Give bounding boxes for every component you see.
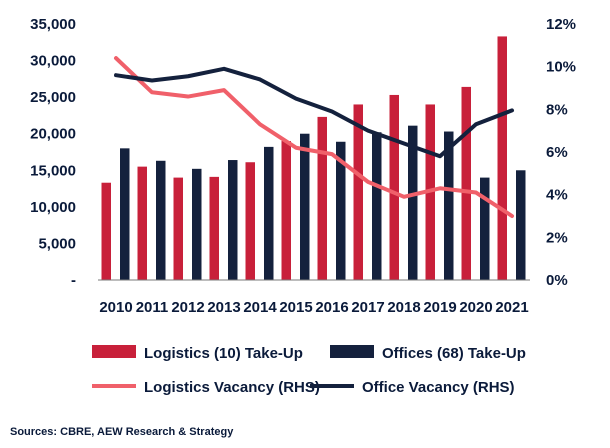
x-tick-label: 2010 bbox=[99, 299, 132, 316]
legend-swatch bbox=[330, 345, 374, 358]
right-tick-label: 4% bbox=[546, 187, 568, 204]
bar-offices bbox=[372, 132, 382, 280]
x-tick-label: 2015 bbox=[279, 299, 312, 316]
right-tick-label: 6% bbox=[546, 144, 568, 161]
x-tick-label: 2019 bbox=[423, 299, 456, 316]
bar-offices bbox=[408, 125, 418, 280]
left-tick-label: 30,000 bbox=[30, 53, 76, 70]
bar-logistics bbox=[497, 36, 507, 281]
right-axis-ticks: 0% 2% 4% 6% 8% 10% 12% bbox=[546, 16, 576, 289]
left-axis-ticks: - 5,000 10,000 15,000 20,000 25,000 30,000 35,0… bbox=[30, 16, 76, 289]
x-tick-label: 2012 bbox=[171, 299, 204, 316]
logistics-vacancy-line bbox=[114, 56, 514, 218]
bar-logistics bbox=[209, 176, 219, 280]
bar-offices bbox=[228, 160, 238, 280]
bars bbox=[101, 36, 526, 281]
x-tick-label: 2018 bbox=[387, 299, 420, 316]
left-tick-label: 35,000 bbox=[30, 16, 76, 33]
bar-logistics bbox=[245, 162, 255, 280]
bar-offices bbox=[516, 170, 526, 280]
left-tick-label: 25,000 bbox=[30, 89, 76, 106]
bar-logistics bbox=[281, 141, 291, 280]
bar-offices bbox=[444, 131, 454, 280]
bar-offices bbox=[300, 133, 310, 280]
legend-label: Logistics Vacancy (RHS) bbox=[144, 379, 320, 396]
office-vacancy-line bbox=[114, 66, 514, 159]
right-tick-label: 8% bbox=[546, 101, 568, 118]
source-note: Sources: CBRE, AEW Research & Strategy bbox=[10, 426, 234, 438]
bar-logistics bbox=[101, 182, 111, 280]
right-tick-label: 12% bbox=[546, 16, 576, 33]
legend-label: Offices (68) Take-Up bbox=[382, 345, 526, 362]
bar-offices bbox=[480, 177, 490, 280]
x-tick-label: 2011 bbox=[136, 299, 169, 316]
x-tick-label: 2016 bbox=[315, 299, 348, 316]
legend-label: Logistics (10) Take-Up bbox=[144, 345, 303, 362]
legend-swatch bbox=[92, 345, 136, 358]
x-tick-label: 2014 bbox=[243, 299, 277, 316]
bar-logistics bbox=[389, 94, 399, 280]
left-tick-label: 5,000 bbox=[38, 235, 76, 252]
left-tick-label: 15,000 bbox=[30, 162, 76, 179]
legend: Logistics (10) Take-Up Offices (68) Take-… bbox=[92, 345, 526, 396]
x-tick-label: 2013 bbox=[207, 299, 240, 316]
bar-offices bbox=[192, 168, 202, 280]
x-tick-label: 2021 bbox=[495, 299, 528, 316]
bar-logistics bbox=[353, 104, 363, 280]
bar-logistics bbox=[173, 177, 183, 280]
vacancy-lines bbox=[114, 56, 514, 218]
x-tick-label: 2017 bbox=[351, 299, 384, 316]
right-tick-label: 10% bbox=[546, 59, 576, 76]
x-axis-ticks: 2010 2011 2012 2013 2014 2015 2016 2017 2018 2019… bbox=[99, 299, 528, 316]
x-tick-label: 2020 bbox=[459, 299, 492, 316]
bar-offices bbox=[336, 141, 346, 280]
left-tick-label: 10,000 bbox=[30, 199, 76, 216]
left-tick-label: 20,000 bbox=[30, 126, 76, 143]
bar-offices bbox=[264, 146, 274, 280]
bar-logistics bbox=[137, 166, 147, 280]
bar-logistics bbox=[317, 116, 327, 281]
legend-label: Office Vacancy (RHS) bbox=[362, 379, 515, 396]
right-tick-label: 2% bbox=[546, 229, 568, 246]
bar-offices bbox=[120, 148, 130, 280]
right-tick-label: 0% bbox=[546, 272, 568, 289]
left-tick-label: - bbox=[71, 272, 76, 289]
bar-offices bbox=[156, 160, 166, 280]
bar-logistics bbox=[461, 86, 471, 280]
